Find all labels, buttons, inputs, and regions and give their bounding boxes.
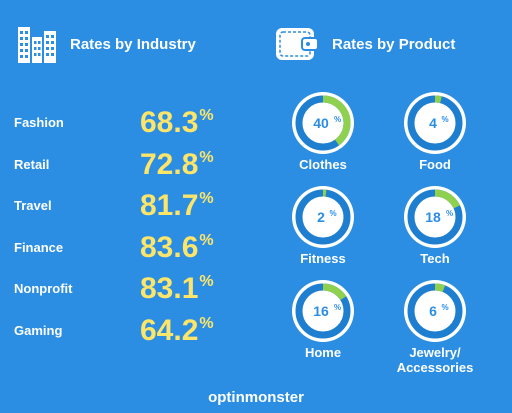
product-label: Tech (420, 251, 450, 266)
industry-label: Retail (14, 156, 50, 172)
product-item: 4% Food (380, 91, 490, 172)
donut-center (303, 197, 343, 237)
donut-percent-sign: % (442, 303, 449, 312)
industry-rate: 83.6% (140, 230, 214, 264)
product-donut: 6% (404, 280, 466, 342)
product-label: Home (304, 345, 342, 360)
donut-percent-sign: % (330, 209, 337, 218)
donut-value: 40 (313, 115, 329, 131)
donut-center (303, 291, 343, 331)
industry-row: Travel 81.7% (14, 186, 254, 228)
product-donut: 16% (292, 280, 354, 342)
industry-label: Fashion (14, 115, 64, 130)
donut-value-arc (295, 283, 351, 339)
product-item: 2% Fitness (268, 185, 378, 266)
product-label: Fitness (300, 251, 346, 266)
donut-value-arc (407, 189, 463, 245)
industry-rate: 72.8% (140, 147, 214, 181)
city-buildings-icon (18, 27, 56, 63)
product-donut: 18% (404, 186, 466, 248)
industry-row: Fashion 68.3% (14, 103, 254, 145)
product-item: 6% Jewelry/ Accessories (380, 279, 490, 375)
industry-row: Finance 83.6% (14, 228, 254, 270)
brand-logo: optinmonster (208, 389, 304, 406)
donut-center (415, 197, 455, 237)
donut-value-arc (295, 189, 351, 245)
industry-label: Nonprofit (14, 281, 73, 297)
donut-center (415, 291, 455, 331)
product-label: Food (419, 157, 451, 172)
donut-center (415, 103, 455, 143)
donut-value: 4 (429, 115, 437, 131)
industry-rates-list: Fashion 68.3% Retail 72.8% Travel 81.7% … (14, 103, 254, 353)
donut-value-arc (295, 95, 351, 151)
product-title: Rates by Product (332, 35, 456, 53)
industry-rate: 83.1% (140, 272, 214, 306)
product-donut: 4% (404, 92, 466, 154)
product-item: 16% Home (268, 279, 378, 360)
industry-title: Rates by Industry (70, 35, 196, 53)
industry-label: Travel (14, 198, 52, 214)
industry-label: Finance (14, 239, 64, 255)
industry-rate: 68.3% (140, 106, 214, 139)
product-label: Jewelry/ Accessories (396, 345, 474, 375)
product-donut: 40% (292, 92, 354, 154)
donut-percent-sign: % (334, 303, 341, 312)
industry-row: Retail 72.8% (14, 145, 254, 187)
industry-row: Gaming 64.2% (14, 311, 254, 353)
donut-value-arc (407, 283, 463, 339)
donut-value: 2 (317, 209, 325, 225)
product-donut: 2% (292, 186, 354, 248)
donut-percent-sign: % (442, 115, 449, 124)
product-label: Clothes (299, 157, 347, 172)
donut-value: 18 (425, 209, 441, 225)
donut-value: 16 (313, 303, 329, 319)
industry-row: Nonprofit 83.1% (14, 269, 254, 311)
product-header: Rates by Product (274, 24, 455, 64)
product-item: 40% Clothes (268, 91, 378, 172)
donut-value-arc (407, 95, 463, 151)
donut-center (303, 103, 343, 143)
industry-header: Rates by Industry (16, 24, 196, 64)
donut-percent-sign: % (446, 209, 453, 218)
donut-value: 6 (429, 303, 437, 319)
donut-percent-sign: % (334, 115, 341, 124)
industry-rate: 81.7% (140, 189, 214, 223)
product-item: 18% Tech (380, 185, 490, 266)
wallet-icon (276, 28, 319, 60)
industry-rate: 64.2% (140, 313, 214, 347)
industry-label: Gaming (14, 322, 63, 338)
